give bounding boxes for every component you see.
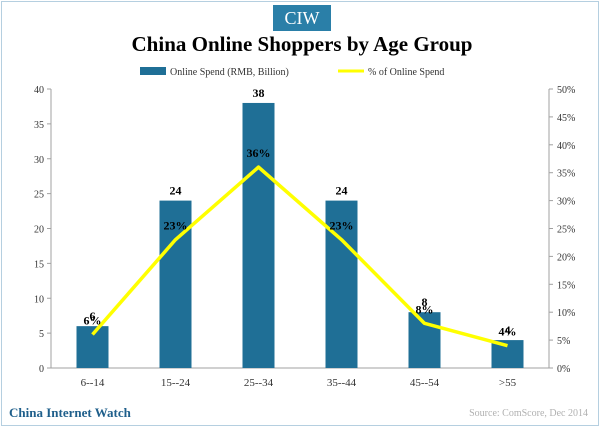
- y-tick-label-right: 50%: [557, 85, 575, 96]
- percent-value-label: 8%: [416, 302, 434, 316]
- x-tick-label: 25--34: [244, 377, 274, 389]
- percent-line-path: [91, 165, 508, 348]
- y-tick-label-right: 0%: [557, 364, 570, 375]
- y-tick-label-right: 45%: [557, 113, 575, 124]
- bars: [76, 102, 524, 368]
- x-tick-label: 35--44: [327, 377, 357, 389]
- y-tick-label-right: 25%: [557, 225, 575, 236]
- y-tick-label-right: 10%: [557, 308, 575, 319]
- y-ticks-right: 0% 5% 10% 15% 20% 25% 30% 35% 40% 45% 50%: [549, 85, 575, 375]
- bar-value-label: 24: [336, 184, 348, 198]
- y-tick-label-left: 20: [34, 225, 44, 236]
- y-tick-label-left: 35: [34, 120, 44, 131]
- y-tick-label-right: 35%: [557, 169, 575, 180]
- y-tick-label-right: 15%: [557, 280, 575, 291]
- bar-value-label: 8: [422, 295, 428, 309]
- y-tick-label-left: 5: [39, 329, 44, 340]
- y-tick-label-right: 30%: [557, 197, 575, 208]
- chart-title: China Online Shoppers by Age Group: [131, 32, 473, 56]
- legend-label-bar: Online Spend (RMB, Billion): [170, 67, 289, 78]
- x-tick-label: 6--14: [81, 377, 105, 389]
- x-tick-label: >55: [499, 377, 517, 389]
- bar-25-34: [242, 102, 275, 368]
- percent-value-label: 6%: [84, 314, 102, 328]
- x-tick-label: 45--54: [410, 377, 440, 389]
- y-tick-label-left: 0: [39, 364, 44, 375]
- percent-value-label: 23%: [330, 219, 354, 233]
- bar-value-label: 24: [170, 184, 182, 198]
- x-tick-labels: 6--14 15--24 25--34 35--44 45--54 >55: [81, 377, 517, 389]
- y-tick-label-left: 40: [34, 85, 44, 96]
- y-tick-label-left: 15: [34, 259, 44, 270]
- percent-value-label: 36%: [247, 146, 271, 160]
- footer-brand: China Internet Watch: [9, 405, 131, 420]
- y-tick-label-right: 40%: [557, 141, 575, 152]
- y-ticks-left: 0 5 10 15 20 25 30 35 40: [34, 85, 51, 375]
- footer-source: Source: ComScore, Dec 2014: [469, 408, 588, 419]
- bar-value-label: 38: [253, 86, 265, 100]
- percent-value-label: 23%: [164, 219, 188, 233]
- y-tick-label-left: 10: [34, 294, 44, 305]
- y-tick-label-left: 30: [34, 155, 44, 166]
- bar-45-54: [408, 312, 441, 368]
- percent-line: [91, 165, 508, 348]
- legend: Online Spend (RMB, Billion) % of Online …: [140, 67, 444, 78]
- percent-value-label: 4%: [499, 325, 517, 339]
- y-tick-label-right: 5%: [557, 336, 570, 347]
- y-tick-label-right: 20%: [557, 252, 575, 263]
- x-tick-label: 15--24: [161, 377, 191, 389]
- bar-value-label: 6: [90, 309, 96, 323]
- bar-value-label: 4: [505, 323, 511, 337]
- y-tick-label-left: 25: [34, 190, 44, 201]
- data-labels: 6 24 38 24 8 4 6% 23% 36% 23% 8% 4%: [84, 86, 517, 339]
- legend-swatch-bar: [140, 67, 166, 75]
- legend-label-line: % of Online Spend: [368, 67, 444, 78]
- ciw-logo: CIW: [273, 5, 331, 31]
